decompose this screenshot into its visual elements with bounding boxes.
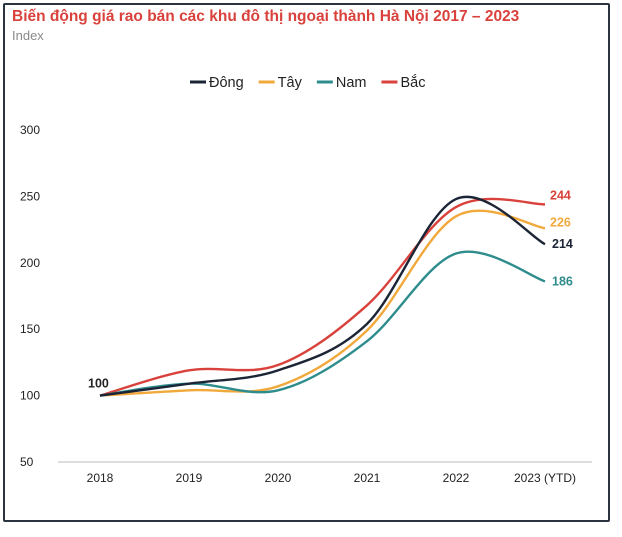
- series-line-Tây: [99, 209, 546, 397]
- y-tick-label: 300: [20, 123, 40, 137]
- chart-subtitle: Index: [12, 28, 44, 43]
- y-tick-label: 200: [20, 256, 40, 270]
- chart-title: Biến động giá rao bán các khu đô thị ngo…: [12, 8, 520, 25]
- series-line-Đông: [99, 195, 546, 397]
- y-tick-label: 100: [20, 389, 40, 403]
- data-label: 100: [88, 377, 109, 391]
- x-tick-label: 2023 (YTD): [514, 471, 576, 485]
- x-tick-label: 2019: [176, 471, 203, 485]
- legend-label: Nam: [336, 75, 367, 91]
- data-label: 186: [552, 274, 573, 288]
- legend-label: Tây: [278, 75, 303, 91]
- legend-label: Bắc: [400, 74, 425, 91]
- data-label: 244: [550, 188, 571, 202]
- data-label: 226: [550, 215, 571, 229]
- y-tick-label: 50: [20, 455, 34, 469]
- data-label: 214: [552, 237, 573, 251]
- x-tick-label: 2020: [265, 471, 292, 485]
- x-tick-label: 2021: [354, 471, 381, 485]
- series-line-Nam: [99, 250, 546, 397]
- x-tick-label: 2022: [443, 471, 470, 485]
- series-line-Bắc: [99, 197, 546, 397]
- y-tick-label: 150: [20, 322, 40, 336]
- legend-label: Đông: [209, 75, 244, 91]
- y-tick-label: 250: [20, 189, 40, 203]
- x-tick-label: 2018: [87, 471, 114, 485]
